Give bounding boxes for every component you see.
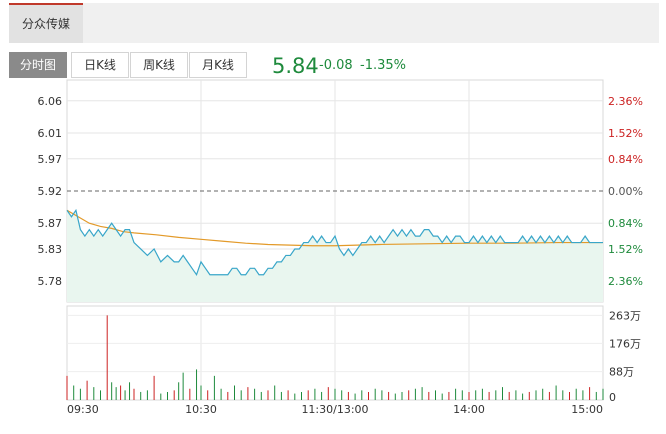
price-line xyxy=(66,208,603,277)
percent-tick-label: 0.00% xyxy=(608,185,643,198)
time-tick-label: 10:30 xyxy=(185,403,217,416)
percent-tick-label: 2.36% xyxy=(608,95,643,108)
price-tick-label: 5.87 xyxy=(38,217,63,230)
time-tick-label: 09:30 xyxy=(67,403,99,416)
percent-tick-label: 0.84% xyxy=(608,217,643,230)
time-axis: 09:30 10:30 11:30/13:00 14:00 15:00 xyxy=(67,403,603,416)
tab-monthly-k[interactable]: 月K线 xyxy=(189,52,247,78)
volume-tick-label: 88万 xyxy=(609,366,634,379)
percent-tick-label: 0.84% xyxy=(608,153,643,166)
tab-daily-k[interactable]: 日K线 xyxy=(71,52,129,78)
volume-bars xyxy=(66,315,604,400)
percent-tick-label: 1.52% xyxy=(608,127,643,140)
volume-tick-label: 176万 xyxy=(609,337,641,350)
stock-tab-bar: 分众传媒 xyxy=(9,3,659,43)
price-area xyxy=(67,210,603,302)
series-lines xyxy=(66,208,603,277)
tab-weekly-k[interactable]: 周K线 xyxy=(130,52,188,78)
price-tick-label: 6.06 xyxy=(38,95,63,108)
price-change: -0.08 xyxy=(319,58,353,73)
percent-tick-label: 1.52% xyxy=(608,243,643,256)
percent-axis-right: 2.36% 1.52% 0.84% 0.00% 0.84% 1.52% 2.36% xyxy=(608,95,643,288)
percent-tick-label: 2.36% xyxy=(608,275,643,288)
volume-tick-label: 0 xyxy=(609,391,616,404)
stock-name-tab[interactable]: 分众传媒 xyxy=(9,3,83,43)
price-tick-label: 5.92 xyxy=(38,185,63,198)
volume-axis: 263万 176万 88万 0 xyxy=(609,309,641,404)
price-tick-label: 5.97 xyxy=(38,153,63,166)
price-area-fill xyxy=(67,210,603,302)
tab-intraday[interactable]: 分时图 xyxy=(9,52,67,78)
price-tick-label: 5.78 xyxy=(38,275,63,288)
time-tick-label: 11:30/13:00 xyxy=(301,403,368,416)
price-axis-left: 6.06 6.01 5.97 5.92 5.87 5.83 5.78 xyxy=(38,95,63,288)
price-tick-label: 5.83 xyxy=(38,243,63,256)
volume-tick-label: 263万 xyxy=(609,309,641,322)
current-price: 5.84 xyxy=(272,54,319,78)
price-change-percent: -1.35% xyxy=(360,58,406,73)
price-tick-label: 6.01 xyxy=(38,127,63,140)
time-tick-label: 14:00 xyxy=(453,403,485,416)
time-tick-label: 15:00 xyxy=(571,403,603,416)
